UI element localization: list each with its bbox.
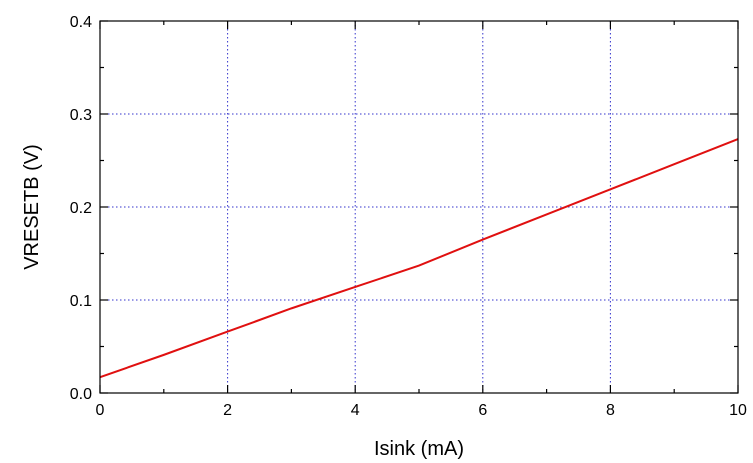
x-axis-title: Isink (mA) — [374, 438, 464, 460]
series-layer — [99, 138, 739, 379]
x-tick-label: 10 — [729, 402, 747, 419]
series-line — [99, 138, 739, 379]
plot-frame — [99, 20, 739, 394]
y-tick-label: 0.3 — [70, 107, 92, 124]
x-tick-label: 8 — [606, 402, 615, 419]
y-tick-label: 0.2 — [70, 200, 92, 217]
y-tick-label: 0.4 — [70, 14, 92, 31]
x-tick-label: 6 — [478, 402, 487, 419]
x-tick-label: 4 — [351, 402, 360, 419]
tick-labels: 0 2 4 6 8 10 0.0 0.1 0.2 0.3 0.4 — [70, 14, 747, 419]
y-tick-label: 0.0 — [70, 386, 92, 403]
grid-lines — [100, 21, 738, 393]
y-axis-title: VRESETB (V) — [21, 144, 43, 270]
y-tick-label: 0.1 — [70, 293, 92, 310]
x-tick-label: 2 — [223, 402, 232, 419]
x-tick-label: 0 — [96, 402, 105, 419]
axis-ticks — [99, 20, 739, 394]
